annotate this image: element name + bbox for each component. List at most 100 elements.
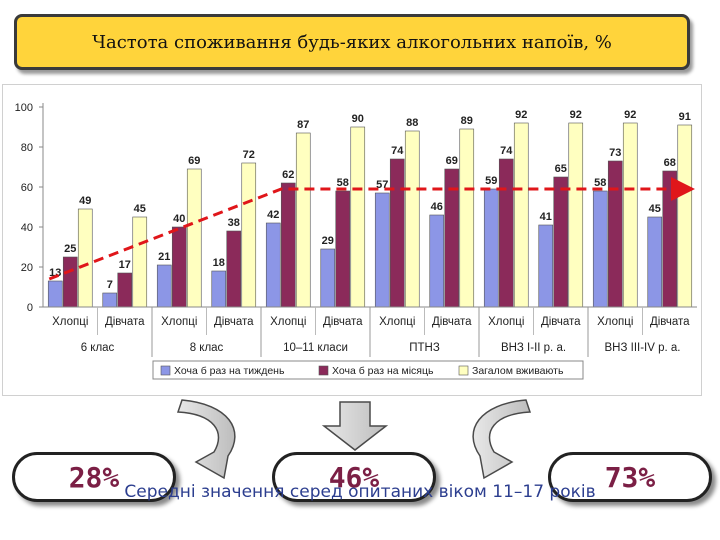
bar	[77, 208, 93, 308]
data-label: 40	[173, 213, 185, 225]
data-label: 45	[134, 203, 146, 215]
data-label: 45	[649, 203, 661, 215]
data-label: 18	[213, 257, 225, 269]
legend-label: Хоча б раз на тиждень	[174, 365, 285, 377]
bar	[592, 190, 608, 308]
group-label: ВНЗ ІІІ-ІV р. а.	[605, 342, 681, 354]
bar	[47, 280, 63, 308]
data-label: 58	[337, 177, 349, 189]
legend-label: Хоча б раз на місяць	[332, 365, 434, 377]
x-tick-label: Дівчата	[432, 316, 472, 328]
bar	[459, 128, 475, 308]
bar	[280, 182, 296, 308]
bar	[568, 122, 584, 308]
bar	[186, 168, 202, 308]
data-label: 7	[107, 279, 113, 291]
data-label: 17	[119, 259, 131, 271]
data-label: 74	[500, 145, 513, 157]
data-label: 59	[485, 175, 497, 187]
chart-panel: 13 25 49 7 17 45 21 40 69 18 38 72 42 62 87 29 58 90 57 74 8…	[2, 84, 702, 396]
data-label: 38	[228, 217, 240, 229]
y-tick-label: 20	[21, 262, 33, 274]
data-label: 74	[391, 145, 404, 157]
group-label: ВНЗ І-ІІ р. а.	[501, 342, 566, 354]
bar	[538, 224, 554, 308]
legend-label: Загалом вживають	[472, 365, 564, 377]
data-label: 92	[570, 109, 582, 121]
average-value-center: 46%	[328, 460, 380, 494]
y-tick-label: 40	[21, 222, 33, 234]
x-tick-label: Дівчата	[650, 316, 690, 328]
legend-swatch	[160, 365, 171, 376]
footer-note: Середні значення серед опитаних віком 11…	[124, 482, 596, 502]
bar	[241, 162, 257, 308]
bar	[102, 292, 118, 308]
data-label: 42	[267, 209, 279, 221]
data-label: 29	[322, 235, 334, 247]
y-tick-label: 80	[21, 142, 33, 154]
bar	[429, 214, 445, 308]
bar	[404, 130, 420, 308]
x-tick-label: Хлопці	[488, 316, 524, 328]
down-arrow-center	[321, 401, 389, 451]
data-label: 46	[431, 201, 443, 213]
curved-arrow-right	[472, 399, 532, 480]
data-label: 69	[188, 155, 200, 167]
data-label: 88	[406, 117, 418, 129]
bar	[553, 176, 569, 308]
group-label: 10–11 класи	[283, 342, 348, 354]
y-tick-label: 60	[21, 182, 33, 194]
bar	[62, 256, 78, 308]
data-label: 87	[297, 119, 309, 131]
bar	[211, 270, 227, 308]
bar	[647, 216, 663, 308]
data-label: 92	[515, 109, 527, 121]
data-label: 25	[64, 243, 76, 255]
x-tick-label: Дівчата	[105, 316, 145, 328]
average-value-left: 28%	[68, 460, 120, 494]
data-label: 21	[158, 251, 170, 263]
bar	[171, 226, 187, 308]
legend-swatch	[458, 365, 469, 376]
bar	[513, 122, 529, 308]
average-pill-right: 73%	[548, 452, 712, 502]
data-label: 62	[282, 169, 294, 181]
bar	[156, 264, 172, 308]
x-tick-label: Хлопці	[270, 316, 306, 328]
bar	[350, 126, 366, 308]
group-label: 8 клас	[190, 342, 224, 354]
x-tick-label: Хлопці	[597, 316, 633, 328]
data-label: 68	[664, 157, 676, 169]
x-tick-label: Дівчата	[323, 316, 363, 328]
x-tick-label: Хлопці	[52, 316, 88, 328]
y-tick-label: 100	[15, 102, 33, 114]
bar-chart: 1325497174521406918387242628729589057748…	[15, 102, 697, 380]
bar	[662, 170, 678, 308]
bar	[389, 158, 405, 308]
data-label: 91	[679, 111, 691, 123]
legend-box	[152, 360, 584, 380]
y-tick-label: 0	[27, 302, 33, 314]
bar	[265, 222, 281, 308]
bar	[622, 122, 638, 308]
trend-arrow	[48, 177, 695, 281]
data-label: 41	[540, 211, 552, 223]
bar	[677, 124, 693, 308]
bar	[607, 160, 623, 308]
data-label: 89	[461, 115, 473, 127]
average-pill-center: 46%	[272, 452, 436, 502]
average-value-right: 73%	[604, 460, 656, 494]
bar	[320, 248, 336, 308]
group-label: ПТНЗ	[409, 342, 440, 354]
data-label: 58	[594, 177, 606, 189]
curved-arrow-left	[176, 399, 236, 480]
data-label: 69	[446, 155, 458, 167]
bar	[117, 272, 133, 308]
x-tick-label: Дівчата	[214, 316, 254, 328]
bar	[374, 192, 390, 308]
chart-title: Частота споживання будь-яких алкогольних…	[92, 31, 612, 53]
data-label: 65	[555, 163, 567, 175]
x-tick-label: Хлопці	[161, 316, 197, 328]
data-label: 90	[352, 113, 364, 125]
bar	[498, 158, 514, 308]
